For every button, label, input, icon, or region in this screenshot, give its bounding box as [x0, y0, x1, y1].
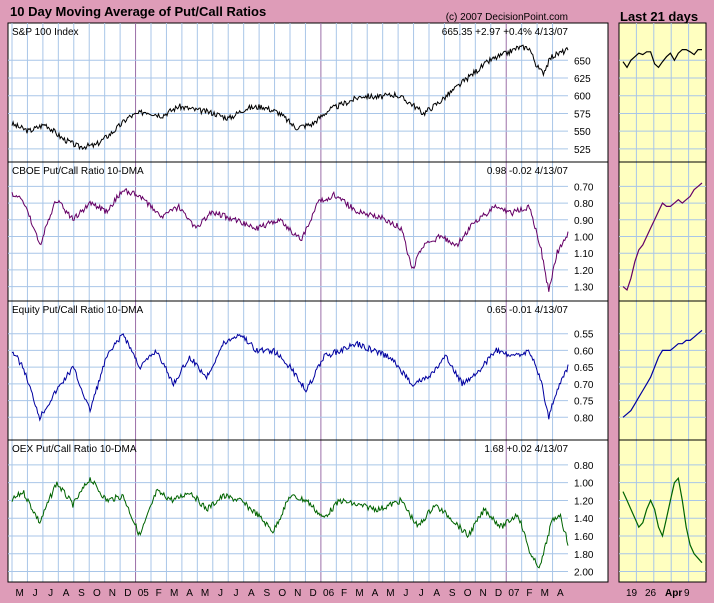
y-tick-label: 625	[574, 74, 591, 85]
x-tick-label: A	[248, 588, 255, 599]
panel-readout: 665.35 +2.97 +0.4% 4/13/07	[442, 27, 569, 38]
side-x-tick-label: 9	[684, 588, 690, 599]
x-tick-label: S	[449, 588, 456, 599]
x-tick-label: 06	[323, 588, 335, 599]
y-tick-label: 1.00	[574, 233, 594, 244]
x-tick-label: O	[93, 588, 101, 599]
chart-title: 10 Day Moving Average of Put/Call Ratios	[10, 4, 266, 19]
x-tick-label: A	[63, 588, 70, 599]
side-x-tick-label: Apr	[665, 588, 682, 599]
copyright-text: (c) 2007 DecisionPoint.com	[446, 12, 568, 23]
x-tick-label: J	[48, 588, 53, 599]
side-series-line-1	[622, 182, 703, 292]
main-chart-area	[7, 22, 609, 583]
panel-readout: 0.65 -0.01 4/13/07	[487, 305, 569, 316]
side-x-tick-label: 26	[645, 588, 657, 599]
x-tick-label: A	[186, 588, 193, 599]
y-tick-label: 525	[574, 145, 591, 156]
y-tick-label: 600	[574, 92, 591, 103]
x-tick-label: J	[233, 588, 238, 599]
side-chart-area	[618, 22, 707, 583]
side-series-line-3	[622, 476, 703, 564]
x-tick-label: J	[403, 588, 408, 599]
side-title: Last 21 days	[620, 9, 698, 24]
y-tick-label: 550	[574, 127, 591, 138]
x-tick-label: F	[156, 588, 162, 599]
x-tick-label: D	[495, 588, 502, 599]
y-tick-label: 1.20	[574, 496, 594, 507]
x-tick-label: D	[310, 588, 317, 599]
series-line-3	[11, 477, 569, 569]
x-tick-label: N	[479, 588, 486, 599]
y-tick-label: 1.00	[574, 479, 594, 490]
side-series-line-0	[622, 49, 702, 69]
x-tick-label: M	[170, 588, 178, 599]
grid-layer	[8, 23, 706, 583]
y-tick-label: 0.80	[574, 199, 594, 210]
y-tick-label: 0.80	[574, 461, 594, 472]
panel-readout: 1.68 +0.02 4/13/07	[484, 444, 568, 455]
side-series-line-2	[622, 329, 703, 418]
y-tick-label: 650	[574, 56, 591, 67]
x-tick-label: M	[355, 588, 363, 599]
x-tick-label: 07	[508, 588, 520, 599]
x-tick-label: S	[263, 588, 270, 599]
x-tick-label: M	[201, 588, 209, 599]
y-tick-label: 0.55	[574, 330, 594, 341]
x-tick-label: J	[33, 588, 38, 599]
x-tick-label: A	[372, 588, 379, 599]
y-tick-label: 1.10	[574, 249, 594, 260]
y-tick-label: 1.80	[574, 550, 594, 561]
panel-readout: 0.98 -0.02 4/13/07	[487, 166, 569, 177]
x-tick-label: N	[109, 588, 116, 599]
series-line-2	[11, 333, 569, 422]
y-tick-label: 575	[574, 109, 591, 120]
x-tick-label: A	[557, 588, 564, 599]
y-tick-label: 0.75	[574, 397, 594, 408]
panels-layer: 525 550 575 600 625 650 S&P 100 Index 665.35 +2…	[11, 27, 703, 579]
panel-title: OEX Put/Call Ratio 10-DMA	[12, 444, 137, 455]
x-axis: M J J A S O N D 05 F M A M J J A S O N D 06 F M A M J J A S O N D 07 F M A 1…	[16, 588, 690, 599]
x-tick-label: M	[541, 588, 549, 599]
series-line-0	[11, 44, 569, 151]
y-tick-label: 1.20	[574, 266, 594, 277]
y-tick-label: 1.40	[574, 514, 594, 525]
panel-title: CBOE Put/Call Ratio 10-DMA	[12, 166, 144, 177]
x-tick-label: J	[218, 588, 223, 599]
x-tick-label: M	[386, 588, 394, 599]
panel-title: Equity Put/Call Ratio 10-DMA	[12, 305, 143, 316]
panel-title: S&P 100 Index	[12, 27, 79, 38]
y-tick-label: 0.90	[574, 216, 594, 227]
y-tick-label: 2.00	[574, 568, 594, 579]
x-tick-label: N	[294, 588, 301, 599]
y-tick-label: 1.30	[574, 283, 594, 294]
x-tick-label: O	[278, 588, 286, 599]
x-tick-label: A	[433, 588, 440, 599]
x-tick-label: J	[419, 588, 424, 599]
y-tick-label: 0.70	[574, 380, 594, 391]
side-x-tick-label: 19	[626, 588, 638, 599]
x-tick-label: M	[16, 588, 24, 599]
x-tick-label: 05	[138, 588, 150, 599]
y-tick-label: 0.60	[574, 346, 594, 357]
x-tick-label: D	[124, 588, 131, 599]
y-tick-label: 0.65	[574, 363, 594, 374]
x-tick-label: F	[526, 588, 532, 599]
y-tick-label: 0.80	[574, 413, 594, 424]
x-tick-label: S	[78, 588, 85, 599]
x-tick-label: F	[341, 588, 347, 599]
x-tick-label: O	[464, 588, 472, 599]
y-tick-label: 0.70	[574, 182, 594, 193]
y-tick-label: 1.60	[574, 532, 594, 543]
series-line-1	[11, 188, 569, 292]
